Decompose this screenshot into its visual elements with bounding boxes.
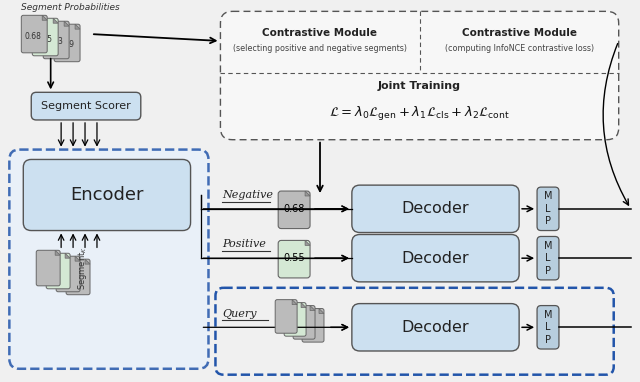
Text: Joint Training: Joint Training xyxy=(378,81,461,91)
FancyBboxPatch shape xyxy=(275,299,297,333)
Text: Segment$_K$: Segment$_K$ xyxy=(76,246,88,290)
FancyBboxPatch shape xyxy=(352,235,519,282)
Text: $\mathcal{L} = \lambda_0\mathcal{L}_{\mathrm{gen}} + \lambda_1\mathcal{L}_{\math: $\mathcal{L} = \lambda_0\mathcal{L}_{\ma… xyxy=(329,105,510,123)
Text: (selecting positive and negative segments): (selecting positive and negative segment… xyxy=(233,44,407,53)
Text: Negative: Negative xyxy=(223,190,273,200)
FancyBboxPatch shape xyxy=(352,185,519,233)
Polygon shape xyxy=(301,303,306,308)
FancyBboxPatch shape xyxy=(293,306,315,339)
Text: M
L
P: M L P xyxy=(544,191,552,226)
Polygon shape xyxy=(55,250,60,255)
Polygon shape xyxy=(75,256,80,261)
Text: (computing InfoNCE contrastive loss): (computing InfoNCE contrastive loss) xyxy=(445,44,594,53)
Text: M
L
P: M L P xyxy=(544,310,552,345)
Polygon shape xyxy=(305,240,310,245)
Polygon shape xyxy=(53,18,58,23)
Text: Encoder: Encoder xyxy=(70,186,143,204)
Text: 0.68: 0.68 xyxy=(25,32,42,40)
Text: 0.68: 0.68 xyxy=(284,204,305,214)
Text: Contrastive Module: Contrastive Module xyxy=(461,28,577,38)
FancyBboxPatch shape xyxy=(54,24,80,62)
FancyBboxPatch shape xyxy=(220,11,619,140)
Polygon shape xyxy=(65,253,70,258)
FancyBboxPatch shape xyxy=(10,150,209,369)
FancyBboxPatch shape xyxy=(278,240,310,278)
Text: Segment Probabilities: Segment Probabilities xyxy=(21,3,120,12)
FancyBboxPatch shape xyxy=(537,236,559,280)
FancyBboxPatch shape xyxy=(21,15,47,53)
Text: Decoder: Decoder xyxy=(402,251,469,266)
Text: Segment Scorer: Segment Scorer xyxy=(41,101,131,111)
Text: Contrastive Module: Contrastive Module xyxy=(262,28,378,38)
Text: 0.55: 0.55 xyxy=(284,253,305,263)
FancyBboxPatch shape xyxy=(352,304,519,351)
FancyBboxPatch shape xyxy=(56,256,80,292)
Text: 0.23: 0.23 xyxy=(47,37,63,47)
FancyBboxPatch shape xyxy=(32,18,58,56)
FancyBboxPatch shape xyxy=(44,21,69,59)
Polygon shape xyxy=(292,299,297,304)
Polygon shape xyxy=(310,306,315,311)
FancyBboxPatch shape xyxy=(46,253,70,289)
Text: Decoder: Decoder xyxy=(402,320,469,335)
Polygon shape xyxy=(305,191,310,196)
FancyBboxPatch shape xyxy=(284,303,306,336)
Text: 0.59: 0.59 xyxy=(58,40,75,49)
Polygon shape xyxy=(64,21,69,26)
Polygon shape xyxy=(85,259,90,264)
FancyBboxPatch shape xyxy=(23,159,191,231)
FancyBboxPatch shape xyxy=(278,191,310,228)
FancyBboxPatch shape xyxy=(31,92,141,120)
FancyBboxPatch shape xyxy=(66,259,90,295)
Text: 0.55: 0.55 xyxy=(36,34,52,44)
Text: Positive: Positive xyxy=(223,240,266,249)
Text: Query: Query xyxy=(223,308,257,319)
FancyBboxPatch shape xyxy=(302,309,324,342)
FancyBboxPatch shape xyxy=(537,306,559,349)
Polygon shape xyxy=(75,24,80,29)
FancyBboxPatch shape xyxy=(36,250,60,286)
Polygon shape xyxy=(319,309,324,314)
Text: M
L
P: M L P xyxy=(544,241,552,275)
Polygon shape xyxy=(42,15,47,20)
FancyBboxPatch shape xyxy=(537,187,559,231)
Text: Decoder: Decoder xyxy=(402,201,469,216)
